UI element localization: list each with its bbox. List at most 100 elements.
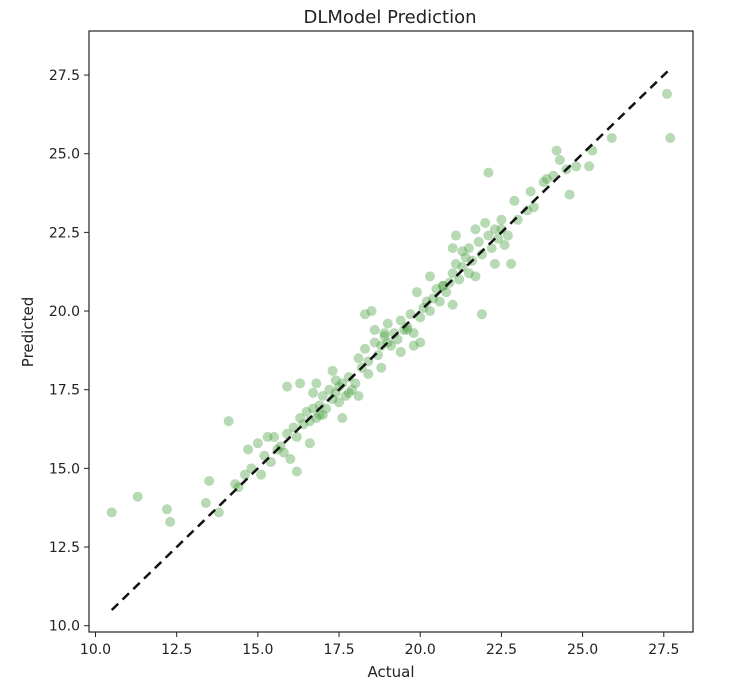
- data-point: [457, 246, 468, 257]
- data-point: [285, 453, 296, 464]
- x-tick-label: 27.5: [648, 642, 679, 658]
- data-point: [327, 365, 338, 376]
- data-point: [421, 296, 432, 307]
- data-point: [457, 261, 468, 272]
- x-tick-label: 25.0: [567, 642, 598, 658]
- data-point: [415, 337, 426, 348]
- data-point: [506, 258, 517, 269]
- data-point: [106, 507, 117, 518]
- data-point: [525, 186, 536, 197]
- data-point: [304, 416, 315, 427]
- data-point: [476, 309, 487, 320]
- data-point: [541, 173, 552, 184]
- data-point: [343, 372, 354, 383]
- data-point: [256, 469, 267, 480]
- data-point: [314, 400, 325, 411]
- data-point: [360, 309, 371, 320]
- x-tick-label: 17.5: [323, 642, 354, 658]
- data-point: [450, 230, 461, 241]
- y-tick-label: 15.0: [49, 461, 80, 477]
- data-point: [424, 306, 435, 317]
- y-tick-label: 20.0: [49, 304, 80, 320]
- data-point: [483, 230, 494, 241]
- y-tick-label: 22.5: [49, 225, 80, 241]
- data-point: [554, 155, 565, 166]
- y-tick-label: 12.5: [49, 540, 80, 556]
- data-point: [463, 268, 474, 279]
- data-point: [239, 469, 250, 480]
- data-point: [366, 306, 377, 317]
- data-point: [376, 340, 387, 351]
- data-point: [252, 438, 263, 449]
- chart-title: DLModel Prediction: [303, 7, 476, 28]
- data-point: [308, 403, 319, 414]
- y-axis-label: Predicted: [19, 297, 37, 367]
- data-point: [463, 243, 474, 254]
- data-point: [382, 318, 393, 329]
- data-point: [295, 413, 306, 424]
- data-point: [528, 202, 539, 213]
- x-tick-label: 20.0: [405, 642, 436, 658]
- data-point: [337, 413, 348, 424]
- data-point: [509, 195, 520, 206]
- data-point: [489, 224, 500, 235]
- data-point: [447, 268, 458, 279]
- data-point: [493, 233, 504, 244]
- data-point: [330, 375, 341, 386]
- data-point: [470, 224, 481, 235]
- data-point: [373, 350, 384, 361]
- data-point: [269, 431, 280, 442]
- data-point: [327, 394, 338, 405]
- y-tick-label: 25.0: [49, 147, 80, 163]
- data-point: [470, 271, 481, 282]
- data-point: [538, 177, 549, 188]
- data-point: [282, 381, 293, 392]
- data-point: [343, 387, 354, 398]
- data-point: [311, 413, 322, 424]
- x-tick-label: 10.0: [80, 642, 111, 658]
- data-point: [551, 145, 562, 156]
- data-point: [295, 378, 306, 389]
- data-point: [489, 258, 500, 269]
- data-point: [334, 397, 345, 408]
- y-tick-label: 17.5: [49, 383, 80, 399]
- data-point: [363, 368, 374, 379]
- data-point: [564, 189, 575, 200]
- data-point: [262, 431, 273, 442]
- data-point: [379, 328, 390, 339]
- data-point: [522, 205, 533, 216]
- data-point: [408, 340, 419, 351]
- data-point: [460, 252, 471, 263]
- data-point: [291, 466, 302, 477]
- reference-line: [110, 67, 672, 611]
- data-point: [301, 406, 312, 417]
- data-point: [369, 324, 380, 335]
- data-point: [340, 391, 351, 402]
- data-point: [317, 409, 328, 420]
- y-tick-label: 27.5: [49, 68, 80, 84]
- data-point: [499, 239, 510, 250]
- data-point: [447, 299, 458, 310]
- data-point: [324, 384, 335, 395]
- data-point: [204, 475, 215, 486]
- data-point: [473, 236, 484, 247]
- data-point: [571, 161, 582, 172]
- data-point: [437, 280, 448, 291]
- data-point: [337, 378, 348, 389]
- data-point: [437, 280, 448, 291]
- data-point: [411, 287, 422, 298]
- data-point: [512, 214, 523, 225]
- data-point: [662, 88, 673, 99]
- data-point: [304, 438, 315, 449]
- x-tick-label: 12.5: [161, 642, 192, 658]
- data-point: [483, 167, 494, 178]
- data-point: [395, 346, 406, 357]
- data-point: [584, 161, 595, 172]
- data-point: [441, 287, 452, 298]
- data-point: [402, 321, 413, 332]
- data-point: [291, 431, 302, 442]
- data-point: [334, 381, 345, 392]
- data-point: [243, 444, 254, 455]
- x-axis-label: Actual: [368, 663, 415, 681]
- data-point: [223, 416, 234, 427]
